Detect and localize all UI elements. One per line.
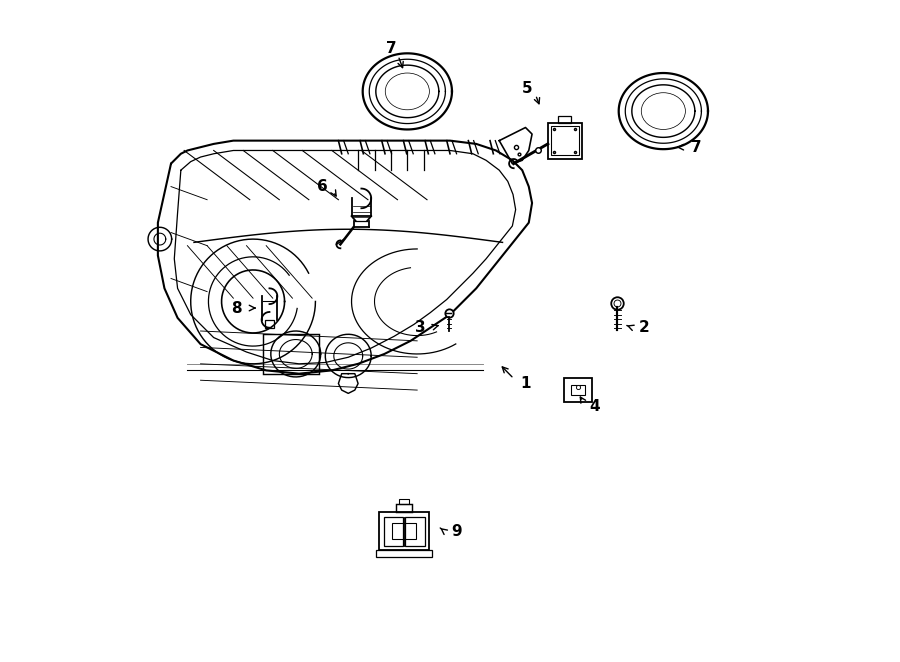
Bar [572,385,585,395]
Bar [263,334,319,373]
Text: 7: 7 [385,41,396,56]
Text: 9: 9 [451,524,462,539]
Text: 5: 5 [522,81,533,95]
Bar [376,550,432,557]
Bar [563,378,592,402]
Bar [392,524,416,539]
Text: 4: 4 [590,399,599,414]
Text: 8: 8 [231,301,242,316]
Text: 6: 6 [317,179,328,194]
Bar [405,517,425,545]
Text: 7: 7 [691,140,701,155]
Bar [548,122,582,159]
Text: 1: 1 [520,376,531,391]
Bar [558,116,572,122]
Bar [384,517,403,545]
Bar [551,126,579,156]
Bar [396,504,412,512]
Text: 2: 2 [638,320,649,335]
Bar [265,320,274,328]
Text: 3: 3 [415,320,426,335]
Bar [399,499,410,504]
Bar [380,512,428,550]
